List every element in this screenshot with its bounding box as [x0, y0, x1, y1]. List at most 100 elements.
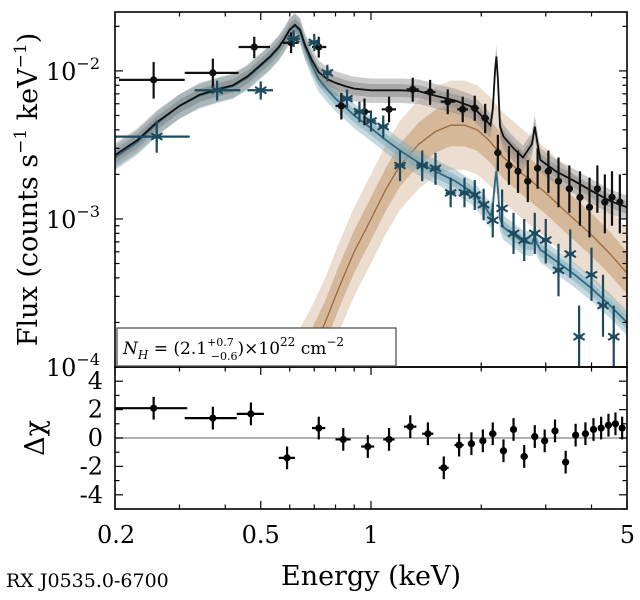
obs2-point — [287, 30, 301, 48]
model-1-line — [115, 23, 627, 209]
star-marker — [596, 299, 610, 313]
star-marker-stroke — [564, 249, 577, 259]
obs2-point — [518, 218, 531, 262]
x-axis-label: Energy (keV) — [281, 561, 461, 592]
dot-marker — [533, 164, 542, 172]
residual-point — [589, 418, 598, 441]
star-marker-stroke — [468, 190, 481, 200]
nh-annotation-box — [116, 327, 397, 367]
star-marker-stroke — [150, 132, 163, 141]
obs2-point — [393, 150, 407, 182]
star-marker-stroke — [572, 332, 586, 341]
star-marker-stroke — [254, 86, 267, 95]
obs1-point — [457, 96, 468, 123]
residual-point — [361, 435, 375, 458]
residual-point — [454, 433, 464, 457]
star-marker — [552, 263, 565, 277]
obs2-point — [416, 150, 429, 182]
residual-point — [311, 416, 326, 440]
residual-point — [467, 432, 476, 456]
star-marker — [308, 35, 321, 49]
residual-y-tick-label: 0 — [88, 424, 103, 452]
dot-marker — [514, 167, 522, 175]
star-marker — [429, 161, 442, 175]
dot-marker — [581, 430, 590, 438]
dot-marker — [589, 425, 598, 434]
obs2-point — [194, 80, 241, 101]
obs1-point — [608, 171, 616, 226]
dot-marker — [505, 161, 513, 170]
dot-marker — [385, 105, 393, 113]
star-marker-stroke — [518, 235, 531, 245]
obs1-point — [118, 61, 185, 99]
dot-marker — [479, 437, 487, 445]
residual-point — [479, 429, 487, 453]
obs1-point — [481, 103, 490, 134]
dot-marker — [551, 427, 559, 435]
obs1-point — [565, 165, 573, 213]
star-marker-stroke — [377, 122, 390, 131]
residual-point — [562, 450, 570, 474]
dot-marker — [608, 193, 616, 201]
residual-point — [278, 446, 295, 470]
dot-marker — [531, 432, 539, 441]
residual-point — [184, 406, 237, 430]
star-marker — [468, 188, 481, 202]
dot-marker — [455, 441, 463, 449]
dot-marker — [409, 85, 417, 94]
star-marker — [564, 247, 577, 261]
dot-marker — [524, 177, 532, 185]
dot-marker — [250, 43, 258, 51]
star-marker — [254, 83, 267, 97]
star-marker — [340, 92, 354, 106]
y-tick-label: 10−3 — [46, 202, 100, 234]
obs2-point — [429, 152, 442, 185]
dot-marker — [544, 167, 552, 175]
obs2-point — [596, 274, 610, 337]
star-marker-stroke — [429, 164, 442, 173]
star-marker-stroke — [552, 266, 565, 275]
obs2-point — [364, 110, 378, 132]
obs2-point — [458, 177, 471, 208]
star-marker — [607, 330, 620, 344]
obs2-point — [572, 305, 586, 367]
obs2-point — [477, 188, 490, 221]
dot-marker — [489, 430, 497, 438]
x-tick-label: 0.2 — [97, 521, 135, 549]
obs2-point — [607, 305, 620, 367]
dot-marker — [440, 464, 448, 472]
obs1-point — [576, 171, 584, 226]
star-marker-stroke — [340, 94, 354, 103]
dot-marker — [471, 104, 479, 112]
dot-marker — [315, 43, 323, 51]
dot-marker — [618, 424, 626, 432]
dot-marker — [541, 437, 549, 445]
x-tick-label: 1 — [363, 521, 378, 549]
obs1-point — [616, 174, 624, 234]
obs1-point — [238, 36, 271, 59]
star-marker-stroke — [596, 301, 610, 310]
obs2-point — [353, 101, 366, 123]
star-marker-stroke — [210, 86, 224, 95]
residual-point — [403, 415, 417, 438]
obs1-point — [424, 79, 436, 105]
star-marker — [364, 114, 378, 128]
dot-marker — [554, 177, 563, 185]
dot-marker — [406, 423, 414, 431]
dot-marker — [494, 149, 502, 157]
dot-marker — [572, 431, 580, 439]
star-marker-stroke — [477, 200, 490, 209]
dot-marker — [597, 424, 605, 432]
obs1-point — [335, 92, 348, 120]
dot-marker — [585, 203, 594, 211]
obs2-point — [377, 115, 390, 139]
star-marker-stroke — [585, 270, 598, 279]
source-name-label: RX J0535.0-6700 — [6, 570, 169, 592]
dot-marker — [444, 98, 452, 106]
star-marker — [528, 226, 541, 240]
y-tick-label: 10−2 — [46, 54, 100, 86]
obs2-point — [507, 212, 520, 254]
star-marker-stroke — [528, 229, 541, 238]
obs2-point — [486, 203, 499, 238]
